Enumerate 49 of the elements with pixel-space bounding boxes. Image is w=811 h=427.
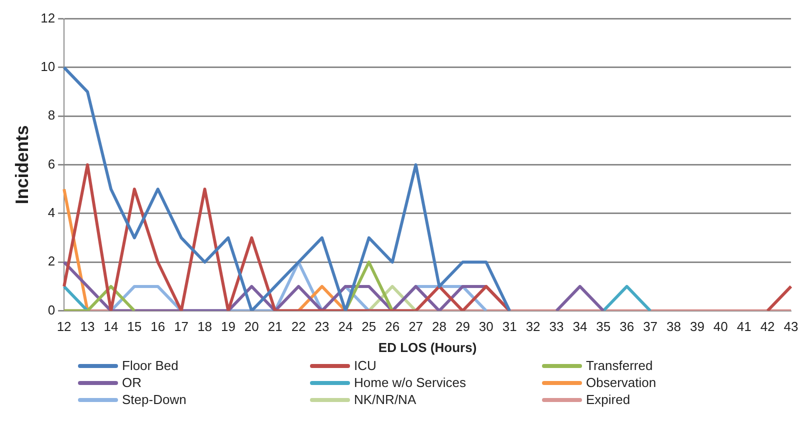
x-tick-label: 35	[596, 319, 611, 334]
x-tick-label: 24	[338, 319, 353, 334]
legend-label: NK/NR/NA	[354, 392, 416, 407]
legend-label: ICU	[354, 358, 376, 373]
x-tick-label: 33	[549, 319, 564, 334]
legend-label: Step-Down	[122, 392, 186, 407]
x-tick-label: 17	[174, 319, 189, 334]
x-tick-label: 23	[314, 319, 330, 334]
x-tick-label: 25	[362, 319, 376, 334]
x-tick-label: 21	[268, 319, 282, 334]
x-tick-label: 18	[198, 319, 212, 334]
legend-label: OR	[122, 375, 142, 390]
x-tick-label: 43	[784, 319, 798, 334]
y-tick-label: 4	[48, 205, 56, 220]
x-tick-label: 30	[478, 319, 494, 334]
x-tick-label: 27	[408, 319, 424, 334]
y-tick-label: 2	[48, 254, 56, 269]
x-tick-label: 36	[620, 319, 634, 334]
y-tick-label: 10	[40, 59, 56, 74]
x-axis-title: ED LOS (Hours)	[378, 340, 477, 355]
x-tick-label: 42	[760, 319, 775, 334]
legend-label: Observation	[586, 375, 656, 390]
x-tick-label: 39	[690, 319, 704, 334]
x-tick-label: 40	[713, 319, 728, 334]
x-tick-label: 20	[244, 319, 259, 334]
x-tick-label: 34	[572, 319, 588, 334]
x-tick-label: 16	[150, 319, 166, 334]
y-tick-label: 0	[48, 302, 56, 318]
legend-label: Transferred	[586, 358, 653, 373]
x-tick-label: 38	[666, 319, 681, 334]
x-tick-label: 29	[455, 319, 470, 334]
legend-label: Floor Bed	[122, 358, 178, 373]
x-tick-label: 26	[385, 319, 400, 334]
x-tick-label: 19	[220, 319, 236, 334]
y-tick-label: 6	[48, 156, 56, 172]
x-tick-label: 31	[502, 319, 517, 334]
x-tick-label: 32	[526, 319, 540, 334]
y-tick-label: 8	[48, 108, 56, 123]
x-tick-label: 37	[643, 319, 658, 334]
y-axis-title: Incidents	[12, 125, 32, 204]
x-tick-label: 13	[80, 319, 95, 334]
legend-label: Home w/o Services	[354, 375, 466, 390]
x-tick-label: 41	[736, 319, 752, 334]
x-tick-label: 22	[291, 319, 306, 334]
x-tick-label: 28	[432, 319, 446, 334]
y-tick-label: 12	[40, 10, 56, 26]
x-tick-label: 14	[104, 319, 118, 334]
legend-label: Expired	[586, 392, 630, 407]
x-tick-label: 15	[127, 319, 142, 334]
